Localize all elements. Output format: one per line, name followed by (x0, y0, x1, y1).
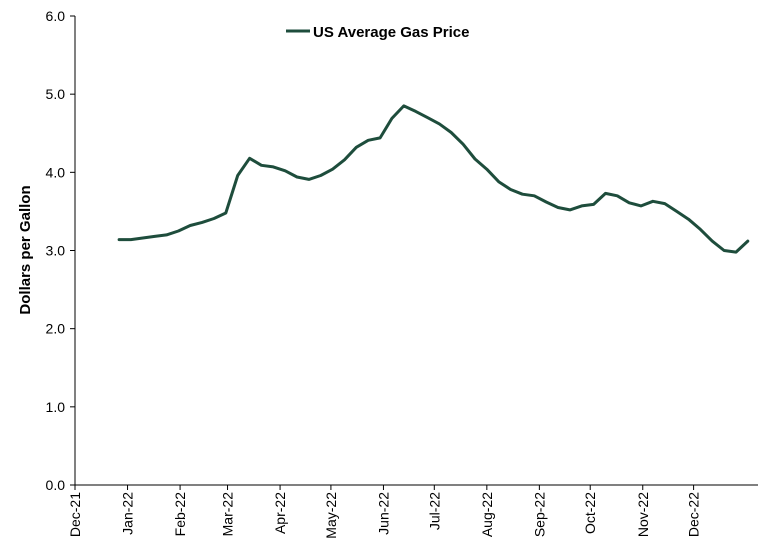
x-tick-label: Dec-22 (686, 492, 702, 537)
y-tick-label: 1.0 (46, 399, 66, 415)
x-tick-label: Jul-22 (426, 492, 442, 530)
legend: US Average Gas Price (286, 24, 469, 41)
x-tick-label: Sep-22 (531, 492, 547, 537)
y-tick-label: 0.0 (46, 477, 66, 493)
series-group (117, 104, 750, 254)
x-axis: Dec-21 Jan-22 Feb-22 Mar-22 Apr-22 May-22 Jun-… (67, 484, 758, 539)
y-tick-label: 3.0 (46, 243, 66, 259)
y-axis: 0.0 1.0 2.0 3.0 4.0 5.0 6.0 (46, 8, 76, 493)
y-tick-label: 4.0 (46, 164, 66, 180)
y-tick-label: 2.0 (46, 321, 66, 337)
series-line (117, 104, 750, 254)
legend-label: US Average Gas Price (313, 24, 469, 41)
x-tick-label: Apr-22 (272, 492, 288, 534)
x-tick-label: Mar-22 (220, 492, 236, 537)
y-tick-label: 5.0 (46, 86, 66, 102)
x-tick-label: Feb-22 (172, 492, 188, 537)
x-tick-label: Aug-22 (479, 492, 495, 537)
x-tick-label: Jan-22 (120, 492, 136, 535)
x-tick-label: Jun-22 (375, 492, 391, 535)
y-tick-label: 6.0 (46, 8, 66, 24)
x-tick-label: Oct-22 (582, 492, 598, 534)
y-axis-title: Dollars per Gallon (17, 185, 34, 314)
x-tick-label: Nov-22 (635, 492, 651, 537)
x-tick-label: Dec-21 (67, 492, 83, 537)
x-tick-label: May-22 (323, 492, 339, 539)
